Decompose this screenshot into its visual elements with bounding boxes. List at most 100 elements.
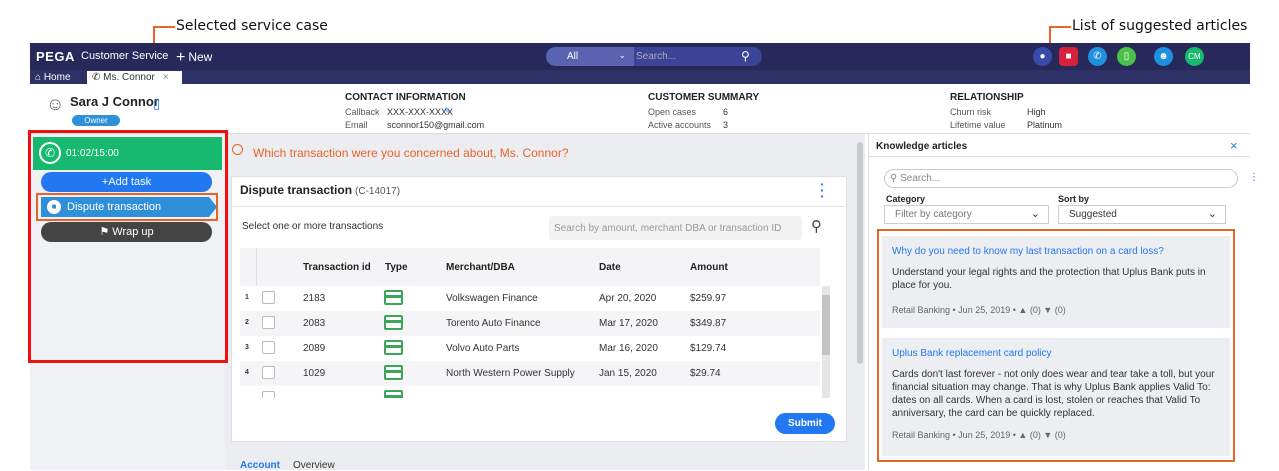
- table-row[interactable]: 1 2183 Volkswagen Finance Apr 20, 2020 $…: [240, 286, 820, 311]
- highlight-box-orange: [36, 193, 218, 221]
- chat-icon[interactable]: ■: [1059, 47, 1078, 66]
- transaction-id: 1029: [303, 368, 326, 379]
- credit-card-icon: [384, 315, 403, 330]
- table-scrollbar-thumb[interactable]: [822, 295, 830, 355]
- column-header[interactable]: Merchant/DBA: [446, 262, 515, 273]
- date: Jan 15, 2020: [599, 368, 657, 379]
- date: Apr 20, 2020: [599, 293, 657, 304]
- tab-home-label: Home: [43, 72, 71, 83]
- row-number: 3: [245, 344, 249, 351]
- app-name[interactable]: Customer Service: [81, 50, 169, 62]
- user-avatar[interactable]: CM: [1185, 47, 1204, 66]
- phone-icon: ✆: [39, 142, 61, 164]
- tab-bar: ⌂ Home ✆ Ms. Connor ×: [30, 70, 1250, 84]
- phone-icon[interactable]: ✆: [1088, 47, 1107, 66]
- category-select[interactable]: Filter by category ⌄: [884, 205, 1049, 224]
- tab-overview[interactable]: Overview: [293, 460, 335, 471]
- chevron-down-icon: ⌄: [618, 50, 626, 60]
- more-options-icon[interactable]: · · ·: [820, 176, 825, 204]
- lifetime-label: Lifetime value: [950, 120, 1006, 130]
- owner-badge: Owner: [72, 115, 120, 126]
- table-row[interactable]: [240, 386, 820, 398]
- timer-value: 01:02/15:00: [66, 148, 119, 159]
- chevron-down-icon: ⌄: [1030, 208, 1040, 220]
- panel-splitter[interactable]: [857, 142, 863, 364]
- row-checkbox[interactable]: [262, 391, 275, 398]
- search-scope-select[interactable]: All ⌄: [546, 47, 634, 66]
- article-card[interactable]: Why do you need to know my last transact…: [882, 236, 1230, 328]
- article-title[interactable]: Uplus Bank replacement card policy: [892, 348, 1052, 359]
- column-header[interactable]: Transaction id: [303, 262, 371, 273]
- divider: [868, 156, 1250, 157]
- callout-line: [153, 26, 175, 28]
- row-checkbox[interactable]: [262, 366, 275, 379]
- article-title[interactable]: Why do you need to know my last transact…: [892, 246, 1164, 257]
- customer-name: Sara J Connor: [70, 94, 159, 109]
- sort-value: Suggested: [1069, 209, 1117, 220]
- bot-icon[interactable]: ☻: [1154, 47, 1173, 66]
- tab-home[interactable]: ⌂ Home: [35, 72, 71, 83]
- submit-button[interactable]: Submit: [775, 413, 835, 434]
- close-icon[interactable]: ×: [1230, 138, 1238, 153]
- chevron-down-icon: ⌄: [1207, 208, 1217, 220]
- sort-select[interactable]: Suggested ⌄: [1058, 205, 1226, 224]
- search-scope-value: All: [567, 51, 579, 62]
- wrap-up-label: Wrap up: [112, 226, 154, 238]
- merchant: North Western Power Supply: [446, 368, 575, 379]
- clipboard-icon[interactable]: ▯: [1117, 47, 1136, 66]
- thumbs-down-icon[interactable]: ▼: [1043, 305, 1053, 315]
- case-item-dispute-transaction[interactable]: ■ Dispute transaction: [41, 197, 209, 217]
- column-header[interactable]: Date: [599, 262, 621, 273]
- row-checkbox[interactable]: [262, 341, 275, 354]
- thumbs-up-icon[interactable]: ▲: [1018, 430, 1028, 440]
- edit-icon[interactable]: ✎: [444, 106, 452, 116]
- highlight-box-red: [28, 130, 228, 363]
- lifetime-value: Platinum: [1027, 120, 1063, 130]
- search-icon[interactable]: ⚲: [741, 49, 750, 63]
- credit-card-icon: [384, 365, 403, 380]
- open-cases-value: 6: [723, 107, 729, 117]
- transactions-table: Transaction id Type Merchant/DBA Date Am…: [240, 248, 820, 398]
- transaction-id: 2083: [303, 318, 326, 329]
- close-icon[interactable]: ×: [162, 72, 169, 83]
- thumbs-down-icon[interactable]: ▼: [1043, 430, 1053, 440]
- transaction-search-input[interactable]: Search by amount, merchant DBA or transa…: [549, 216, 802, 240]
- search-icon[interactable]: ⚲: [811, 218, 822, 235]
- search-input[interactable]: Search...: [636, 51, 677, 62]
- new-button[interactable]: + New: [176, 48, 212, 66]
- add-task-button[interactable]: +Add task: [41, 172, 212, 192]
- new-label: New: [188, 50, 213, 64]
- tab-account[interactable]: Account: [240, 460, 280, 471]
- case-arrow-icon: [209, 197, 217, 217]
- amount: $349.87: [690, 318, 727, 329]
- credit-card-icon: [384, 340, 403, 355]
- wrap-up-button[interactable]: ⚑ Wrap up: [41, 222, 212, 242]
- thumbs-up-icon[interactable]: ▲: [1018, 305, 1028, 315]
- knowledge-search-input[interactable]: ⚲ Search...: [884, 169, 1238, 188]
- top-navigation-bar: PEGA Customer Service + New All ⌄ Search..…: [30, 43, 1250, 109]
- global-search: All ⌄ Search... ⚲: [546, 47, 762, 66]
- column-header[interactable]: Type: [385, 262, 408, 273]
- open-cases-label: Open cases: [648, 107, 697, 117]
- column-header[interactable]: Amount: [690, 262, 728, 273]
- callback-value: XXX-XXX-XXXX: [387, 107, 454, 117]
- customer-header: ☺ Sara J Connor ▯ Owner CONTACT INFORMAT…: [30, 84, 1250, 134]
- table-row[interactable]: 2 2083 Torento Auto Finance Mar 17, 2020…: [240, 311, 820, 336]
- pega-logo[interactable]: PEGA: [36, 49, 75, 64]
- article-card[interactable]: Uplus Bank replacement card policy Cards…: [882, 338, 1230, 456]
- amount: $259.97: [690, 293, 727, 304]
- churn-label: Churn risk: [950, 107, 992, 117]
- article-body: Understand your legal rights and the pro…: [892, 267, 1206, 291]
- tab-customer[interactable]: ✆ Ms. Connor ×: [87, 71, 182, 84]
- help-icon[interactable]: ●: [1033, 47, 1052, 66]
- row-checkbox[interactable]: [262, 316, 275, 329]
- notes-icon[interactable]: ▯: [153, 96, 161, 111]
- row-checkbox[interactable]: [262, 291, 275, 304]
- more-options-icon[interactable]: ⋮: [1249, 172, 1259, 183]
- case-title-text: Dispute transaction: [240, 183, 353, 197]
- table-row[interactable]: 4 1029 North Western Power Supply Jan 15…: [240, 361, 820, 386]
- table-row[interactable]: 3 2089 Volvo Auto Parts Mar 16, 2020 $12…: [240, 336, 820, 361]
- callback-label: Callback: [345, 107, 380, 117]
- case-card: [231, 176, 847, 442]
- phone-icon: ✆: [92, 72, 101, 83]
